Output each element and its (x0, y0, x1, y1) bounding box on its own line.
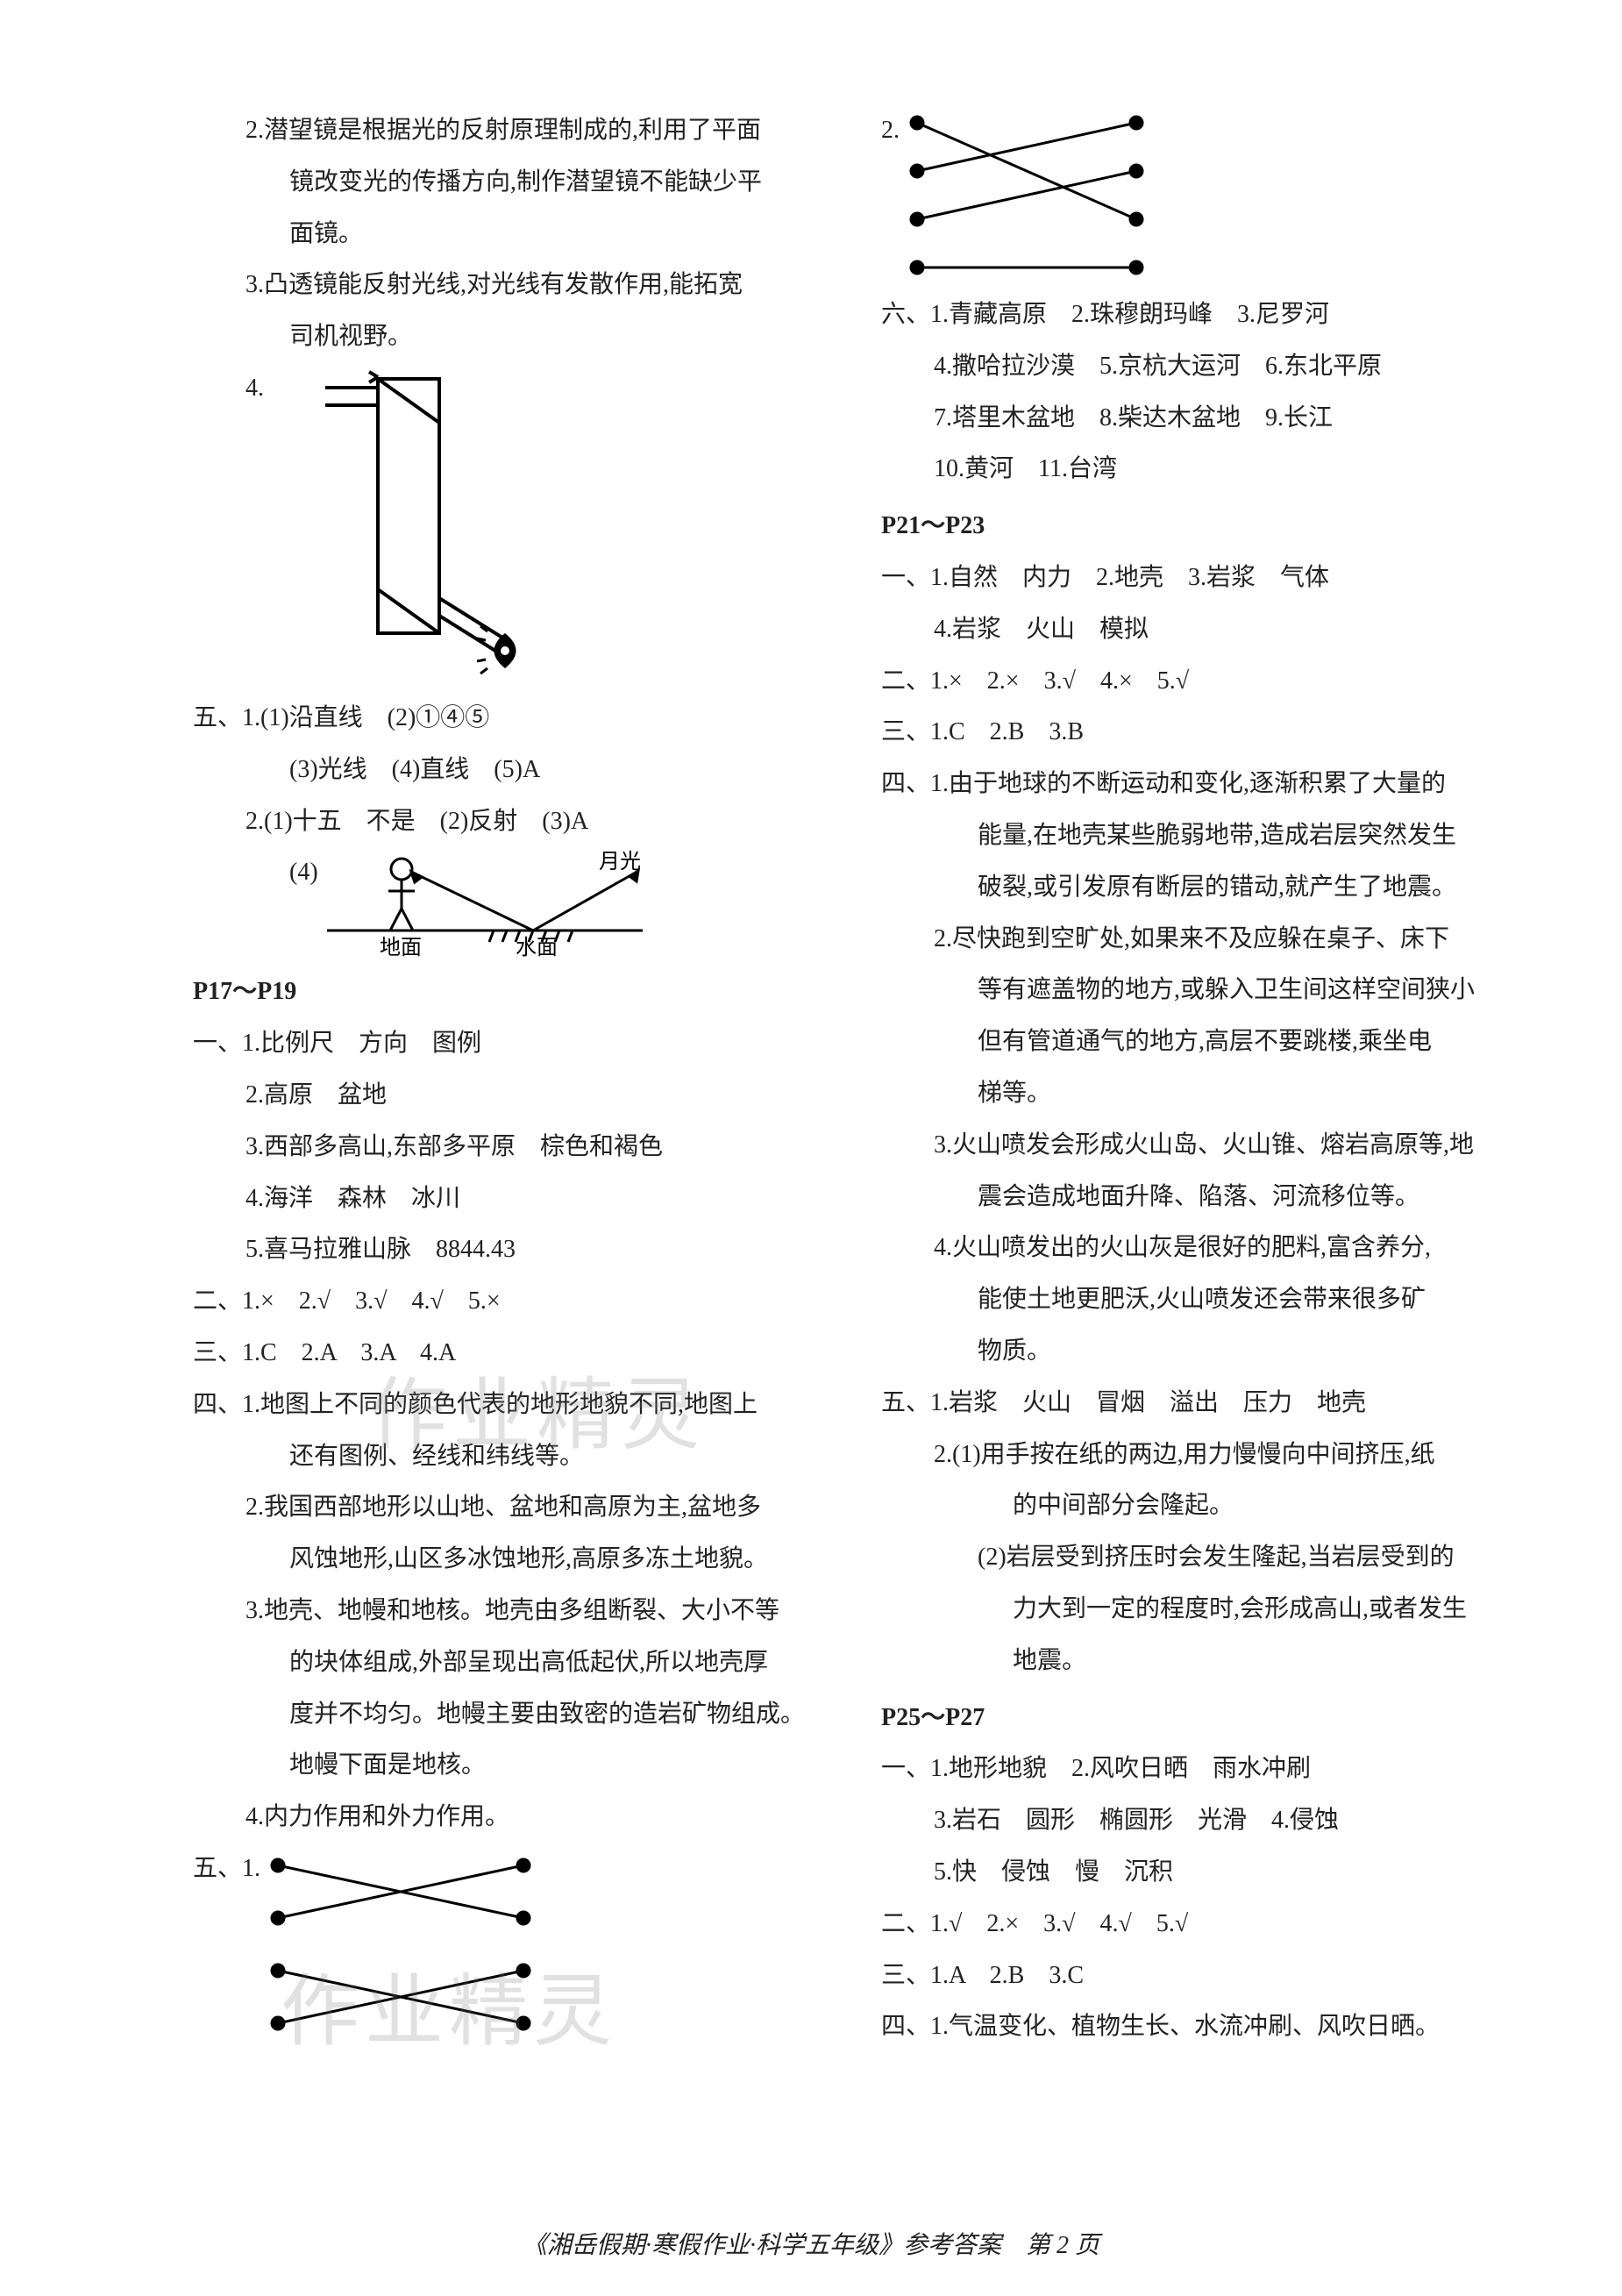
left-column: 2.潜望镜是根据光的反射原理制成的,利用了平面 镜改变光的传播方向,制作潜望镜不… (193, 105, 829, 2193)
p25-1-3: 5.快 侵蚀 慢 沉积 (881, 1847, 1517, 1899)
p21-4-2c: 但有管道通气的地方,高层不要跳楼,乘坐电 (881, 1016, 1517, 1068)
p17-5-1-row: 五、1. (193, 1843, 829, 2054)
p21-header: P21～P23 (881, 501, 1517, 553)
p17-4-2: 2.我国西部地形以山地、盆地和高原为主,盆地多 (193, 1482, 829, 1534)
p21-4-3: 3.火山喷发会形成火山岛、火山锥、熔岩高原等,地 (881, 1120, 1517, 1172)
sec6-1: 六、1.青藏高原 2.珠穆朗玛峰 3.尼罗河 (881, 289, 1517, 341)
p21-4-2d: 梯等。 (881, 1068, 1517, 1120)
page: 作业精灵 作业精灵 2.潜望镜是根据光的反射原理制成的,利用了平面 镜改变光的传… (0, 0, 1622, 2296)
p21-1-1: 一、1.自然 内力 2.地壳 3.岩浆 气体 (881, 553, 1517, 604)
p17-1-3: 3.西部多高山,东部多平原 棕色和褐色 (193, 1122, 829, 1173)
p21-4-1b: 能量,在地壳某些脆弱地带,造成岩层突然发生 (881, 810, 1517, 862)
left-q3-line1: 3.凸透镜能反射光线,对光线有发散作用,能拓宽 (193, 260, 829, 311)
p17-4-3: 3.地壳、地幔和地核。地壳由多组断裂、大小不等 (193, 1586, 829, 1637)
p21-4-2b: 等有遮盖物的地方,或躲入卫生间这样空间狭小 (881, 965, 1517, 1016)
p21-5-2b3: 地震。 (881, 1636, 1517, 1687)
reflection-diagram: 月光 地面 水面 (318, 847, 651, 961)
p21-5-2b2: 力大到一定的程度时,会形成高山,或者发生 (881, 1584, 1517, 1636)
p17-1-4: 4.海洋 森林 冰川 (193, 1173, 829, 1225)
p21-3: 三、1.C 2.B 3.B (881, 707, 1517, 759)
left-sec5-2b-row: (4) (193, 847, 829, 961)
ground-label: 地面 (380, 936, 422, 959)
p21-5-2a2: 的中间部分会隆起。 (881, 1480, 1517, 1532)
p21-4-4: 4.火山喷发出的火山灰是很好的肥料,富含养分, (881, 1223, 1517, 1274)
p17-4-1b: 还有图例、经线和纬线等。 (193, 1431, 829, 1483)
sec6-3: 7.塔里木盆地 8.柴达木盆地 9.长江 (881, 393, 1517, 445)
arrow-in-icon (325, 372, 378, 388)
left-q2-line2: 镜改变光的传播方向,制作潜望镜不能缺少平 (193, 157, 829, 209)
right-q2-row: 2. (881, 105, 1517, 289)
p17-4-1: 四、1.地图上不同的颜色代表的地形地貌不同,地图上 (193, 1380, 829, 1431)
p25-1-2: 3.岩石 圆形 椭圆形 光滑 4.侵蚀 (881, 1795, 1517, 1847)
left-q2-line3: 面镜。 (193, 209, 829, 260)
p21-4-1: 四、1.由于地球的不断运动和变化,逐渐积累了大量的 (881, 759, 1517, 810)
matching-diagram-1 (260, 1843, 558, 2054)
p21-4-2: 2.尽快跑到空旷处,如果来不及应躲在桌子、床下 (881, 914, 1517, 966)
p17-1-1: 一、1.比例尺 方向 图例 (193, 1018, 829, 1070)
p17-2: 二、1.× 2.√ 3.√ 4.√ 5.× (193, 1276, 829, 1328)
p25-1-1: 一、1.地形地貌 2.风吹日晒 雨水冲刷 (881, 1743, 1517, 1795)
p17-4-3b: 的块体组成,外部呈现出高低起伏,所以地壳厚 (193, 1637, 829, 1689)
p21-4-3b: 震会造成地面升降、陷落、河流移位等。 (881, 1172, 1517, 1223)
left-q2-line1: 2.潜望镜是根据光的反射原理制成的,利用了平面 (193, 105, 829, 157)
left-sec5-1: 五、1.(1)沿直线 (2)①④⑤ (193, 693, 829, 745)
right-column: 2. (881, 105, 1517, 2193)
p25-4: 四、1.气温变化、植物生长、水流冲刷、风吹日晒。 (881, 2001, 1517, 2053)
p17-header: P17～P19 (193, 966, 829, 1018)
p21-5-2a: 2.(1)用手按在纸的两边,用力慢慢向中间挤压,纸 (881, 1430, 1517, 1481)
p17-1-2: 2.高原 盆地 (193, 1070, 829, 1122)
p21-2: 二、1.× 2.× 3.√ 4.× 5.√ (881, 656, 1517, 708)
sec6-4: 10.黄河 11.台湾 (881, 444, 1517, 496)
left-sec5-1b: (3)光线 (4)直线 (5)A (193, 745, 829, 796)
p17-4-4: 4.内力作用和外力作用。 (193, 1792, 829, 1843)
left-q4-label: 4. (245, 363, 264, 415)
p17-1-5: 5.喜马拉雅山脉 8844.43 (193, 1224, 829, 1276)
p17-3: 三、1.C 2.A 3.A 4.A (193, 1328, 829, 1380)
p21-4-1c: 破裂,或引发原有断层的错动,就产生了地震。 (881, 862, 1517, 914)
two-column-layout: 2.潜望镜是根据光的反射原理制成的,利用了平面 镜改变光的传播方向,制作潜望镜不… (193, 105, 1517, 2193)
p17-4-3c: 度并不均匀。地幔主要由致密的造岩矿物组成。 (193, 1689, 829, 1741)
right-q2-label: 2. (881, 105, 900, 157)
left-q3-line2: 司机视野。 (193, 311, 829, 363)
p21-4-4c: 物质。 (881, 1326, 1517, 1378)
left-q4-row: 4. (193, 363, 829, 693)
p21-5-1: 五、1.岩浆 火山 冒烟 溢出 压力 地壳 (881, 1378, 1517, 1430)
p17-4-3d: 地幔下面是地核。 (193, 1740, 829, 1792)
periscope-diagram (317, 370, 544, 686)
p21-5-2b: (2)岩层受到挤压时会发生隆起,当岩层受到的 (881, 1532, 1517, 1584)
p21-4-4b: 能使土地更肥沃,火山喷发还会带来很多矿 (881, 1274, 1517, 1326)
p17-5-1-label: 五、1. (193, 1843, 260, 1895)
p25-header: P25～P27 (881, 1693, 1517, 1744)
page-footer: 《湘岳假期·寒假作业·科学五年级》参考答案 第 2 页 (0, 2226, 1622, 2261)
water-label: 水面 (516, 936, 558, 959)
matching-diagram-2 (900, 105, 1163, 289)
p21-1-2: 4.岩浆 火山 模拟 (881, 604, 1517, 656)
p17-4-2b: 风蚀地形,山区多冰蚀地形,高原多冻土地貌。 (193, 1534, 829, 1586)
p25-2: 二、1.√ 2.× 3.√ 4.√ 5.√ (881, 1899, 1517, 1950)
sec6-2: 4.撒哈拉沙漠 5.京杭大运河 6.东北平原 (881, 341, 1517, 393)
left-sec5-2: 2.(1)十五 不是 (2)反射 (3)A (193, 796, 829, 848)
p25-3: 三、1.A 2.B 3.C (881, 1950, 1517, 2002)
moon-label: 月光 (599, 850, 641, 873)
left-sec5-2b-label: (4) (289, 847, 318, 899)
